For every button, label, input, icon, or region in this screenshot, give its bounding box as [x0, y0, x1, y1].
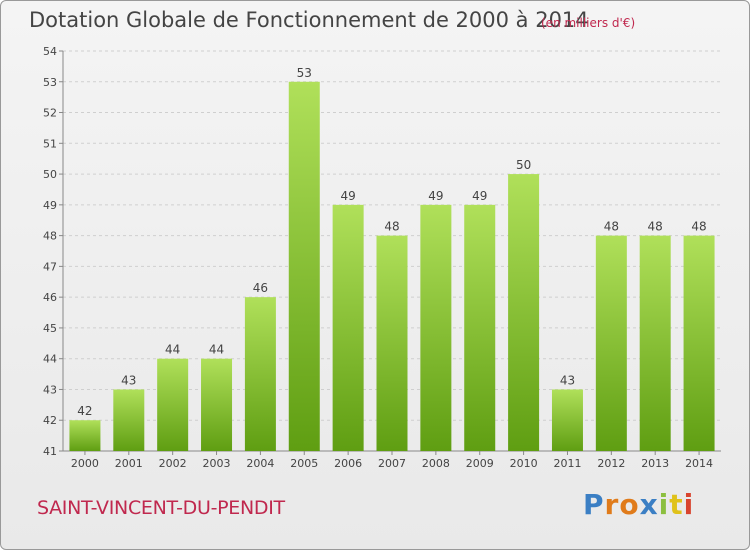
x-tick-label: 2000 [71, 457, 99, 470]
y-tick-label: 54 [43, 45, 57, 58]
logo-letter: P [583, 488, 605, 521]
x-tick-label: 2001 [115, 457, 143, 470]
data-label: 48 [648, 220, 663, 234]
logo-letter: x [639, 488, 659, 521]
x-tick-label: 2006 [334, 457, 362, 470]
x-tick-label: 2008 [422, 457, 450, 470]
logo-letter: t [669, 488, 684, 521]
bar [639, 235, 671, 451]
chart-unit: (en milliers d'€) [541, 16, 636, 30]
x-tick-label: 2004 [246, 457, 274, 470]
y-tick-label: 46 [43, 291, 57, 304]
data-label: 53 [297, 66, 312, 80]
logo-letter: o [619, 488, 640, 521]
bar [420, 204, 452, 451]
data-label: 43 [560, 373, 575, 387]
y-tick-label: 53 [43, 76, 57, 89]
x-tick-label: 2005 [290, 457, 318, 470]
bar [244, 297, 276, 451]
data-label: 48 [691, 220, 706, 234]
y-tick-label: 51 [43, 137, 57, 150]
bar [201, 358, 233, 451]
x-tick-label: 2012 [597, 457, 625, 470]
bar [595, 235, 627, 451]
x-tick-label: 2010 [510, 457, 538, 470]
y-tick-label: 52 [43, 107, 57, 120]
x-tick-label: 2009 [466, 457, 494, 470]
proxiti-logo: Proxiti [583, 488, 694, 521]
y-tick-label: 49 [43, 199, 57, 212]
y-tick-label: 44 [43, 353, 57, 366]
logo-letter: i [658, 488, 670, 521]
x-tick-label: 2013 [641, 457, 669, 470]
bar [376, 235, 408, 451]
data-label: 48 [604, 220, 619, 234]
label-layer: 42 2000 43 2001 44 2002 44 2003 46 2004 53 2005 49 20… [71, 66, 713, 470]
x-tick-label: 2011 [553, 457, 581, 470]
bar [69, 420, 101, 451]
y-tick-label: 48 [43, 230, 57, 243]
data-label: 46 [253, 281, 268, 295]
data-label: 42 [77, 404, 92, 418]
logo-letter: r [604, 488, 620, 521]
bar [551, 389, 583, 451]
data-label: 50 [516, 158, 531, 172]
bar [157, 358, 189, 451]
bar [113, 389, 145, 451]
y-tick-label: 41 [43, 445, 57, 458]
y-tick-label: 50 [43, 168, 57, 181]
data-label: 43 [121, 373, 136, 387]
x-tick-label: 2002 [159, 457, 187, 470]
bar [508, 174, 540, 452]
y-tick-label: 42 [43, 414, 57, 427]
y-tick-label: 45 [43, 322, 57, 335]
data-label: 44 [165, 343, 180, 357]
bar [332, 204, 364, 451]
y-tick-label: 47 [43, 260, 57, 273]
data-label: 49 [428, 189, 443, 203]
data-label: 49 [340, 189, 355, 203]
data-label: 48 [384, 220, 399, 234]
bar [288, 81, 320, 452]
chart-title: Dotation Globale de Fonctionnement de 20… [29, 8, 589, 32]
x-tick-label: 2014 [685, 457, 713, 470]
bar-layer [69, 81, 715, 452]
data-label: 49 [472, 189, 487, 203]
y-tick-label: 43 [43, 383, 57, 396]
x-tick-label: 2003 [203, 457, 231, 470]
bar [683, 235, 715, 451]
commune-name: SAINT-VINCENT-DU-PENDIT [37, 497, 285, 519]
axis-layer: 41 42 43 44 45 46 47 48 49 50 51 52 53 54 [43, 45, 721, 458]
logo-letter: i [683, 488, 695, 521]
data-label: 44 [209, 343, 224, 357]
bar [464, 204, 496, 451]
x-tick-label: 2007 [378, 457, 406, 470]
